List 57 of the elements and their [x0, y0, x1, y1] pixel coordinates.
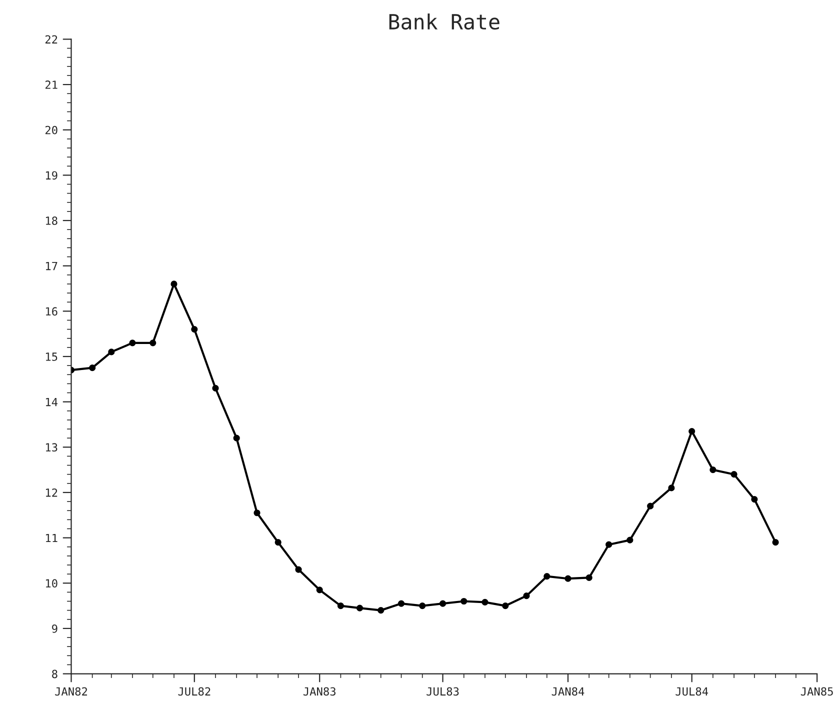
y-tick-label: 22: [45, 35, 58, 44]
point: [564, 575, 572, 582]
point: [274, 539, 282, 546]
point: [606, 541, 612, 548]
point: [170, 280, 178, 288]
point: [316, 586, 323, 594]
y-tick-label: 14: [46, 398, 58, 406]
x-tick-label: JUL84: [676, 687, 708, 696]
y-tick-label: 19: [46, 171, 58, 180]
point: [544, 573, 550, 580]
point: [647, 502, 654, 510]
x-tick-label: JAN83: [303, 687, 336, 696]
point: [150, 340, 156, 346]
point: [482, 598, 488, 606]
point: [89, 364, 96, 372]
y-tick-label: 20: [45, 126, 58, 134]
y-tick-label: 16: [46, 307, 58, 316]
point: [668, 484, 675, 492]
point: [337, 602, 344, 610]
y-tick-label: 15: [46, 352, 58, 361]
x-tick-label: JAN85: [800, 687, 833, 696]
x-tick-label: JAN82: [55, 687, 88, 696]
point: [419, 602, 426, 610]
point: [730, 471, 738, 478]
y-tick-label: 10: [46, 579, 58, 588]
point: [523, 592, 530, 600]
point: [460, 598, 468, 605]
point: [233, 434, 240, 442]
x-tick-label: JUL83: [426, 687, 459, 696]
point: [356, 604, 364, 612]
y-tick-label: 13: [46, 443, 58, 452]
point: [295, 566, 302, 573]
point: [378, 607, 384, 614]
point: [751, 496, 758, 503]
point: [710, 466, 716, 474]
point: [129, 340, 136, 346]
x-tick-label: JAN84: [552, 687, 584, 696]
point: [439, 600, 446, 607]
point: [191, 326, 198, 333]
point: [502, 602, 509, 610]
point: [212, 384, 219, 392]
y-tick-label: 8: [52, 670, 58, 678]
x-tick-label: JUL82: [178, 687, 210, 696]
point: [626, 536, 634, 544]
point: [108, 348, 115, 356]
point: [586, 574, 592, 581]
y-tick-label: 12: [46, 488, 58, 497]
y-tick-label: 18: [46, 216, 58, 225]
point: [688, 428, 696, 435]
chart-title: Bank Rate: [389, 13, 500, 30]
y-tick-label: 17: [46, 262, 58, 270]
point: [254, 510, 260, 516]
y-tick-label: 11: [46, 534, 58, 542]
point: [398, 600, 405, 607]
y-tick-label: 21: [45, 80, 58, 89]
point: [772, 539, 779, 546]
y-tick-label: 9: [52, 624, 58, 633]
